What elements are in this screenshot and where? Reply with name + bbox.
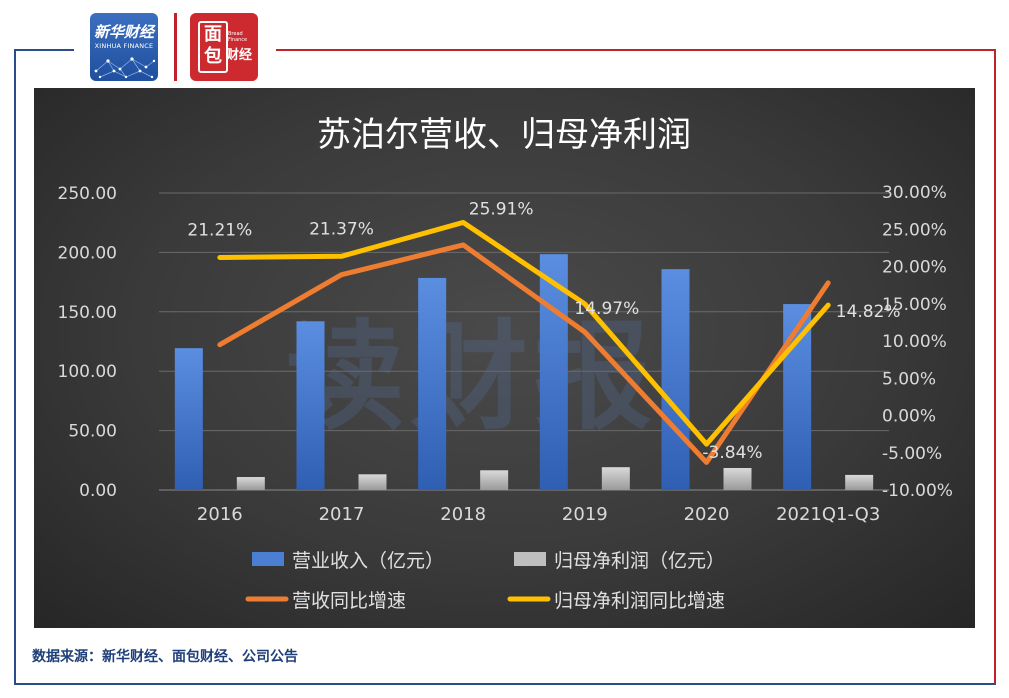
revenue-bar: [418, 277, 447, 490]
right-axis-tick-label: 0.00%: [882, 407, 936, 427]
right-axis-tick-label: 15.00%: [882, 295, 947, 315]
revenue-bar: [296, 321, 325, 490]
frame-right-line: [994, 49, 996, 685]
revenue-bar: [661, 269, 690, 490]
revenue-bar: [539, 254, 568, 490]
x-axis-tick-label: 2016: [197, 504, 243, 525]
lines-layer: [217, 219, 831, 465]
net-profit-growth-line: [217, 219, 831, 447]
legend-label: 归母净利润同比增速: [554, 590, 725, 612]
left-axis-tick-label: 200.00: [58, 243, 117, 263]
bars-layer: [174, 254, 874, 490]
left-axis-tick-label: 100.00: [58, 362, 117, 382]
x-axis-tick-label: 2021Q1-Q3: [776, 504, 880, 525]
frame-left-line: [14, 49, 16, 685]
revenue-bar: [174, 348, 203, 490]
chart-watermark: 读财报: [286, 308, 658, 446]
chart-title: 苏泊尔营收、归母净利润: [317, 115, 691, 155]
left-axis-tick-label: 250.00: [58, 184, 117, 204]
data-labels-layer: 21.21% 21.37% 25.91% 14.97% -3.84% 14.82%: [187, 199, 900, 463]
frame-top-left-line: [14, 49, 74, 51]
net-profit-bar: [236, 477, 265, 490]
mianbao-logo-en-text: Bread Finance: [228, 31, 248, 43]
x-axis-tick-label: 2019: [562, 504, 608, 525]
right-axis-tick-label: 30.00%: [882, 183, 947, 203]
right-axis-tick-label: 25.00%: [882, 220, 947, 240]
left-axis-tick-label: 150.00: [58, 303, 117, 323]
chart-legend: 营业收入（亿元） 归母净利润（亿元） 营收同比增速 归母净利润同比增速: [245, 550, 725, 612]
right-axis-tick-label: -10.00%: [882, 481, 953, 501]
chart-canvas: 读财报 苏泊尔营收、归母净利润 250.00 200.00 150.00 100.00…: [58, 115, 953, 612]
x-axis-tick-label: 2018: [440, 504, 486, 525]
mianbao-logo-char-1: 面: [204, 24, 222, 45]
xinhua-finance-logo: 新华财经 XINHUA FINANCE: [90, 13, 158, 81]
x-axis-tick-label: 2017: [319, 504, 365, 525]
net-profit-bar: [845, 474, 874, 490]
frame-bottom-line: [14, 683, 996, 685]
chart-panel: 读财报 苏泊尔营收、归母净利润 250.00 200.00 150.00 100.00…: [34, 88, 975, 628]
right-axis-tick-label: -5.00%: [882, 444, 942, 464]
x-axis-tick-label: 2020: [684, 504, 730, 525]
right-axis-tick-label: 20.00%: [882, 258, 947, 278]
mianbao-logo-frame: [198, 21, 228, 73]
right-axis-tick-label: 5.00%: [882, 369, 936, 389]
net-profit-bar: [358, 474, 387, 490]
revenue-bar: [783, 304, 812, 490]
mianbao-finance-logo: 面 包 财经 Bread Finance: [190, 13, 258, 81]
mianbao-logo-char-2: 包: [204, 46, 222, 67]
left-axis-tick-label: 0.00: [79, 481, 117, 501]
right-axis-tick-labels: 30.00% 25.00% 20.00% 15.00% 10.00% 5.00% 0.00%…: [882, 183, 953, 501]
legend-label: 营业收入（亿元）: [292, 550, 444, 572]
logo-divider: [174, 13, 177, 81]
xinhua-logo-en-text: XINHUA FINANCE: [94, 42, 154, 50]
left-axis-tick-labels: 250.00 200.00 150.00 100.00 50.00 0.00: [58, 184, 117, 501]
net-profit-bar: [601, 467, 630, 490]
legend-label: 营收同比增速: [292, 590, 406, 612]
data-label: 21.37%: [309, 219, 374, 239]
source-note: 数据来源：新华财经、面包财经、公司公告: [32, 649, 298, 665]
right-axis-tick-label: 10.00%: [882, 332, 947, 352]
xinhua-logo-cn-text: 新华财经: [93, 23, 154, 41]
data-label: 21.21%: [187, 220, 252, 240]
data-label: -3.84%: [702, 443, 762, 463]
x-axis-tick-labels: 2016 2017 2018 2019 2020 2021Q1-Q3: [197, 504, 880, 525]
data-label: 14.82%: [836, 302, 901, 322]
mianbao-logo-char-3: 财经: [226, 48, 253, 63]
data-label: 25.91%: [469, 199, 534, 219]
legend-swatch: [514, 552, 546, 566]
net-profit-bar: [723, 468, 752, 490]
legend-swatch: [252, 552, 284, 566]
left-axis-tick-label: 50.00: [68, 422, 117, 442]
network-dots-icon: [94, 57, 156, 79]
frame-top-right-line: [276, 49, 996, 51]
legend-label: 归母净利润（亿元）: [554, 550, 725, 572]
data-label: 14.97%: [574, 299, 639, 319]
revenue-growth-line: [217, 242, 831, 465]
net-profit-bar: [480, 470, 509, 490]
